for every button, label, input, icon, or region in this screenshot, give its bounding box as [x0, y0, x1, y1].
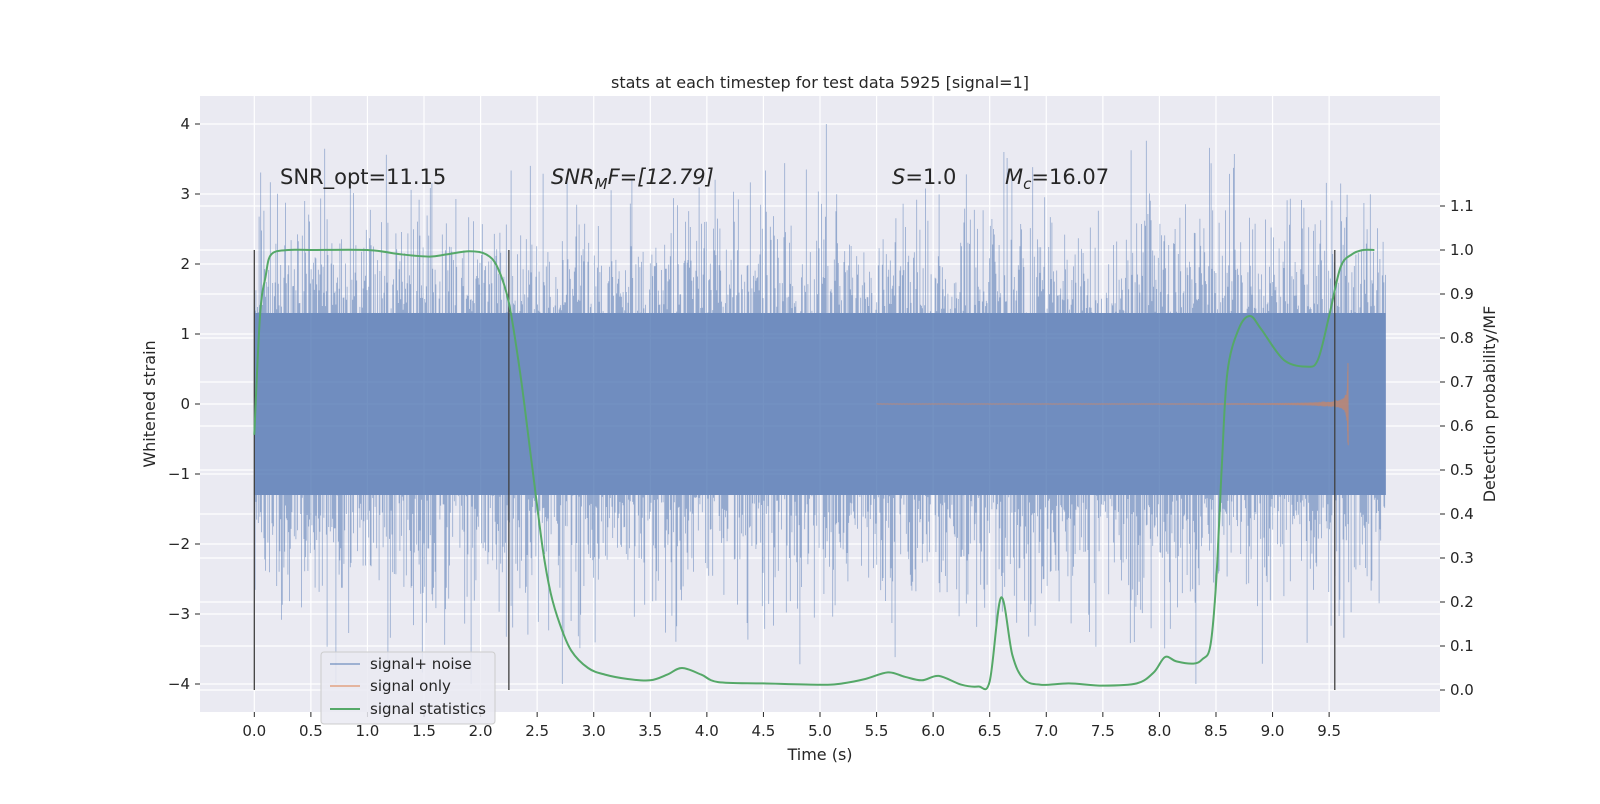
x-tick-label: 0.0 [242, 722, 266, 740]
annotation-snr-mf: SNRMF=[12.79] [551, 165, 714, 193]
x-tick-label: 5.5 [865, 722, 889, 740]
x-tick-label: 4.0 [695, 722, 719, 740]
series-signal-only [876, 363, 1349, 446]
y-tick-label: 1 [180, 325, 190, 343]
y2-tick-label: 0.0 [1450, 681, 1474, 699]
y2-tick-label: 1.0 [1450, 241, 1474, 259]
x-ticks: 0.0 0.5 1.0 1.5 2.0 2.5 3.0 3.5 4.0 4.5 5.0 5.5 6.0 6… [242, 712, 1341, 740]
annotation-s: S=1.0 [892, 165, 956, 189]
y2-tick-label: 0.5 [1450, 461, 1474, 479]
x-tick-label: 3.5 [638, 722, 662, 740]
y2-tick-label: 0.3 [1450, 549, 1474, 567]
annotation-snr-mf-tail: F=[12.79] [608, 165, 714, 189]
y-tick-label: −2 [168, 535, 190, 553]
annotation-s-tail: =1.0 [905, 165, 956, 189]
x-tick-label: 1.5 [412, 722, 436, 740]
legend-label-signal-statistics: signal statistics [370, 700, 486, 718]
x-tick-label: 2.5 [525, 722, 549, 740]
annotation-mc-tail: =16.07 [1031, 165, 1109, 189]
annotation-snr-mf-main: SNR [551, 165, 595, 189]
signal-statistics-line [253, 248, 1375, 691]
y-axis-label: Whitened strain [140, 340, 159, 467]
y-tick-label: 4 [180, 115, 190, 133]
legend-box [320, 651, 496, 725]
series-signal-statistics [253, 248, 1375, 691]
y2-tick-label: 0.8 [1450, 329, 1474, 347]
x-tick-label: 8.0 [1147, 722, 1171, 740]
x-tick-label: 9.0 [1261, 722, 1285, 740]
y-tick-label: 3 [180, 185, 190, 203]
y2-tick-label: 0.6 [1450, 417, 1474, 435]
y2-tick-label: 1.1 [1450, 197, 1474, 215]
x-tick-label: 9.5 [1317, 722, 1341, 740]
annotation-mc-sub: c [1023, 175, 1032, 193]
x-tick-label: 7.0 [1034, 722, 1058, 740]
signal-only-trace [876, 363, 1349, 446]
x-tick-label: 8.5 [1204, 722, 1228, 740]
annotation-snr-mf-sub: M [595, 175, 608, 193]
y2-ticks: 1.1 1.0 0.9 0.8 0.7 0.6 0.5 0.4 0.3 0.2 0.1 0.0 [1440, 197, 1474, 699]
legend-label-signal-only: signal only [370, 677, 451, 695]
y-tick-label: −1 [168, 465, 190, 483]
annotation-s-main: S [892, 165, 905, 189]
x-tick-label: 6.5 [978, 722, 1002, 740]
annotation-snr-opt: SNR_opt=11.15 [280, 165, 446, 190]
annotation-mc: Mc=16.07 [1005, 165, 1109, 193]
y2-tick-label: 0.9 [1450, 285, 1474, 303]
x-tick-label: 4.5 [752, 722, 776, 740]
y-tick-label: 2 [180, 255, 190, 273]
y-tick-label: 0 [180, 395, 190, 413]
x-axis-label: Time (s) [786, 745, 852, 764]
y2-tick-label: 0.4 [1450, 505, 1474, 523]
x-tick-label: 0.5 [299, 722, 323, 740]
x-tick-label: 7.5 [1091, 722, 1115, 740]
x-tick-label: 3.0 [582, 722, 606, 740]
x-tick-label: 1.0 [356, 722, 380, 740]
y-tick-label: −4 [168, 675, 190, 693]
x-tick-label: 5.0 [808, 722, 832, 740]
chart-title: stats at each timestep for test data 592… [611, 73, 1029, 92]
y-tick-label: −3 [168, 605, 190, 623]
x-tick-label: 2.0 [469, 722, 493, 740]
vertical-markers [253, 250, 1336, 690]
legend-label-signal-plus-noise: signal+ noise [370, 655, 472, 673]
annotation-mc-main: M [1005, 165, 1023, 189]
y2-tick-label: 0.7 [1450, 373, 1474, 391]
x-tick-label: 6.0 [921, 722, 945, 740]
y-ticks: 4 3 2 1 0 −1 −2 −3 −4 [168, 115, 200, 693]
y2-axis-label: Detection probability/MF [1480, 306, 1499, 503]
y2-tick-label: 0.2 [1450, 593, 1474, 611]
y2-tick-label: 0.1 [1450, 637, 1474, 655]
legend: signal+ noise signal only signal statist… [320, 651, 496, 725]
